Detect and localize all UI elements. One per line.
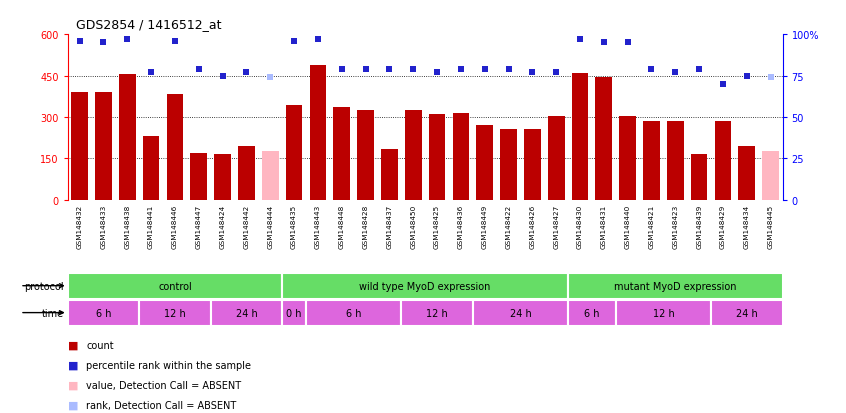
Text: GSM148450: GSM148450 (410, 204, 416, 248)
Bar (214, 155, 231, 200)
Bar (71, 93, 88, 200)
Text: GSM148421: GSM148421 (649, 204, 655, 248)
Bar (119, 75, 135, 200)
Bar (283, 273, 569, 299)
Text: GSM148443: GSM148443 (315, 204, 321, 248)
Bar (211, 300, 282, 326)
Bar (643, 122, 660, 200)
Bar (139, 300, 211, 326)
Text: GSM148444: GSM148444 (267, 204, 273, 248)
Bar (711, 300, 783, 326)
Text: 6 h: 6 h (585, 308, 600, 318)
Bar (500, 130, 517, 200)
Text: GSM148441: GSM148441 (148, 204, 154, 248)
Text: time: time (41, 308, 63, 318)
Text: GSM148438: GSM148438 (124, 204, 130, 248)
Bar (357, 111, 374, 200)
Bar (401, 300, 473, 326)
Text: GSM148433: GSM148433 (101, 204, 107, 248)
Text: GSM148435: GSM148435 (291, 204, 297, 248)
Text: percentile rank within the sample: percentile rank within the sample (86, 360, 251, 370)
Bar (453, 114, 470, 200)
Text: GSM148447: GSM148447 (195, 204, 201, 248)
Bar (548, 116, 564, 200)
Text: GSM148428: GSM148428 (363, 204, 369, 248)
Text: GSM148437: GSM148437 (387, 204, 393, 248)
Text: count: count (86, 340, 114, 350)
Bar (429, 115, 445, 200)
Text: GSM148442: GSM148442 (244, 204, 250, 248)
Bar (572, 74, 588, 200)
Text: 24 h: 24 h (509, 308, 531, 318)
Bar (568, 300, 616, 326)
Text: wild type MyoD expression: wild type MyoD expression (360, 281, 491, 291)
Text: GSM148446: GSM148446 (172, 204, 178, 248)
Bar (143, 137, 159, 200)
Bar (616, 300, 711, 326)
Text: 24 h: 24 h (736, 308, 758, 318)
Bar (476, 126, 493, 200)
Text: 12 h: 12 h (426, 308, 448, 318)
Text: GSM148434: GSM148434 (744, 204, 750, 248)
Text: GSM148422: GSM148422 (506, 204, 512, 248)
Text: protocol: protocol (24, 281, 63, 291)
Bar (524, 130, 541, 200)
Text: 0 h: 0 h (286, 308, 302, 318)
Bar (596, 78, 613, 200)
Bar (405, 111, 421, 200)
Text: GSM148440: GSM148440 (624, 204, 630, 248)
Text: GSM148426: GSM148426 (530, 204, 536, 248)
Text: rank, Detection Call = ABSENT: rank, Detection Call = ABSENT (86, 400, 237, 410)
Bar (619, 116, 636, 200)
Text: GSM148439: GSM148439 (696, 204, 702, 248)
Text: GSM148436: GSM148436 (458, 204, 464, 248)
Bar (283, 300, 306, 326)
Text: ■: ■ (68, 380, 78, 390)
Bar (381, 150, 398, 200)
Text: 6 h: 6 h (346, 308, 361, 318)
Text: GSM148425: GSM148425 (434, 204, 440, 248)
Text: ■: ■ (68, 400, 78, 410)
Bar (715, 122, 731, 200)
Text: 24 h: 24 h (235, 308, 257, 318)
Text: ■: ■ (68, 340, 78, 350)
Bar (333, 108, 350, 200)
Bar (262, 152, 278, 200)
Bar (691, 155, 707, 200)
Bar (190, 154, 207, 200)
Text: GSM148423: GSM148423 (673, 204, 678, 248)
Text: 12 h: 12 h (164, 308, 186, 318)
Text: GSM148449: GSM148449 (481, 204, 487, 248)
Text: GSM148431: GSM148431 (601, 204, 607, 248)
Bar (306, 300, 401, 326)
Text: mutant MyoD expression: mutant MyoD expression (614, 281, 737, 291)
Text: 6 h: 6 h (96, 308, 111, 318)
Text: control: control (158, 281, 192, 291)
Bar (68, 300, 139, 326)
Bar (238, 147, 255, 200)
Text: GSM148445: GSM148445 (767, 204, 773, 248)
Text: GDS2854 / 1416512_at: GDS2854 / 1416512_at (76, 18, 222, 31)
Bar (739, 147, 755, 200)
Text: GSM148429: GSM148429 (720, 204, 726, 248)
Bar (762, 152, 779, 200)
Text: GSM148427: GSM148427 (553, 204, 559, 248)
Bar (667, 122, 684, 200)
Bar (95, 93, 112, 200)
Bar (568, 273, 783, 299)
Bar (310, 65, 327, 200)
Text: GSM148430: GSM148430 (577, 204, 583, 248)
Text: GSM148424: GSM148424 (220, 204, 226, 248)
Bar (473, 300, 568, 326)
Text: ■: ■ (68, 360, 78, 370)
Text: 12 h: 12 h (652, 308, 674, 318)
Bar (68, 273, 283, 299)
Bar (286, 105, 302, 200)
Text: GSM148448: GSM148448 (338, 204, 344, 248)
Text: GSM148432: GSM148432 (77, 204, 83, 248)
Bar (167, 94, 184, 200)
Text: value, Detection Call = ABSENT: value, Detection Call = ABSENT (86, 380, 241, 390)
